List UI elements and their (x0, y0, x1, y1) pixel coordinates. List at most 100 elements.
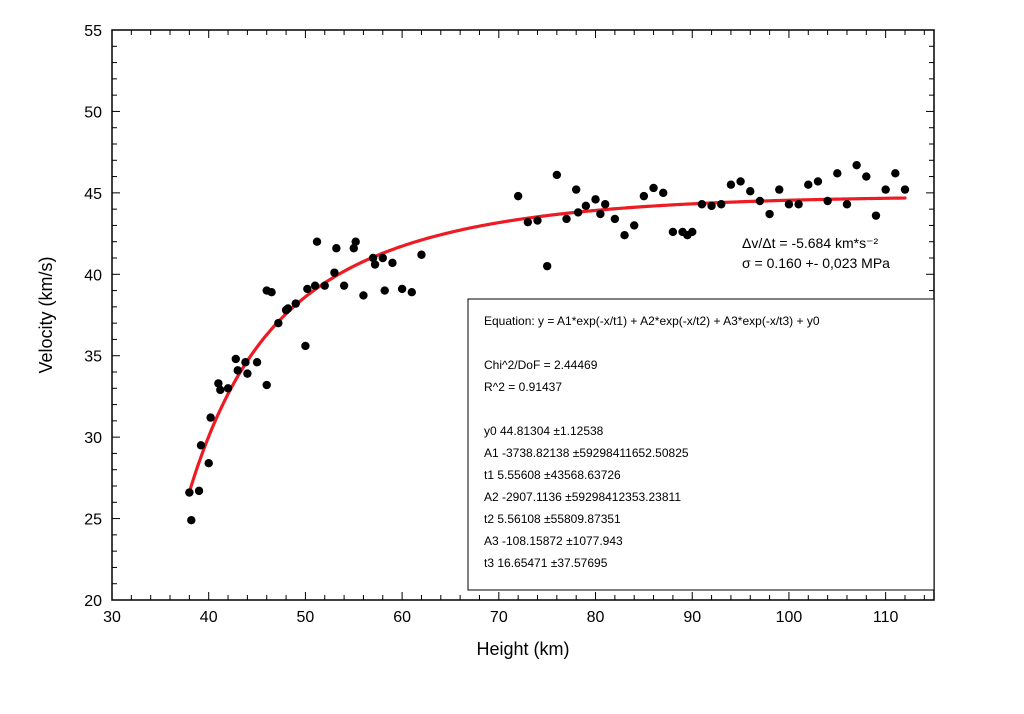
x-tick-label: 70 (490, 609, 508, 626)
data-point (303, 285, 311, 293)
data-point (659, 189, 667, 197)
data-point (649, 184, 657, 192)
data-point (234, 366, 242, 374)
data-point (205, 459, 213, 467)
annotation-text: σ = 0.160 +- 0,023 MPa (742, 255, 890, 271)
data-point (833, 169, 841, 177)
data-point (241, 358, 249, 366)
y-tick-label: 25 (84, 512, 102, 529)
data-point (371, 260, 379, 268)
x-tick-label: 80 (587, 609, 605, 626)
fit-results-line: A2 -2907.1136 ±59298412353.23811 (484, 490, 681, 504)
data-point (736, 177, 744, 185)
data-point (292, 299, 300, 307)
data-point (823, 197, 831, 205)
data-point (727, 181, 735, 189)
data-point (843, 200, 851, 208)
y-tick-label: 45 (84, 186, 102, 203)
data-point (574, 208, 582, 216)
data-point (417, 251, 425, 259)
data-point (717, 200, 725, 208)
x-tick-label: 90 (683, 609, 701, 626)
data-point (785, 200, 793, 208)
data-point (601, 200, 609, 208)
data-point (195, 487, 203, 495)
data-point (814, 177, 822, 185)
data-point (872, 211, 880, 219)
data-point (332, 244, 340, 252)
data-point (630, 221, 638, 229)
x-tick-label: 50 (297, 609, 315, 626)
data-point (591, 195, 599, 203)
data-point (688, 228, 696, 236)
y-tick-label: 50 (84, 104, 102, 121)
data-point (284, 304, 292, 312)
fit-results-line: A1 -3738.82138 ±59298411652.50825 (484, 446, 689, 460)
data-point (301, 342, 309, 350)
fit-results-line: A3 -108.15872 ±1077.943 (484, 534, 623, 548)
fit-results-line: t1 5.55608 ±43568.63726 (484, 468, 621, 482)
y-axis-label: Velocity (km/s) (36, 256, 56, 373)
annotation-text: Δv/Δt = -5.684 km*s⁻² (742, 235, 879, 251)
y-tick-label: 55 (84, 23, 102, 40)
data-point (321, 281, 329, 289)
data-point (351, 238, 359, 246)
data-point (698, 200, 706, 208)
data-point (330, 268, 338, 276)
fit-results-line: t2 5.56108 ±55809.87351 (484, 512, 621, 526)
data-point (852, 161, 860, 169)
data-point (756, 197, 764, 205)
data-point (398, 285, 406, 293)
data-point (311, 281, 319, 289)
fit-results-line: R^2 = 0.91437 (484, 380, 562, 394)
data-point (891, 169, 899, 177)
x-tick-label: 100 (776, 609, 803, 626)
data-point (514, 192, 522, 200)
data-point (243, 369, 251, 377)
data-point (379, 254, 387, 262)
data-point (224, 384, 232, 392)
data-point (640, 192, 648, 200)
data-point (611, 215, 619, 223)
data-point (313, 238, 321, 246)
x-tick-label: 110 (873, 609, 899, 626)
data-point (185, 488, 193, 496)
data-point (408, 288, 416, 296)
data-point (620, 231, 628, 239)
data-point (381, 286, 389, 294)
data-point (197, 441, 205, 449)
data-point (862, 172, 870, 180)
data-point (340, 281, 348, 289)
velocity-height-chart: 304050607080901001102025303540455055Heig… (0, 0, 1024, 714)
fit-results-line: Equation: y = A1*exp(-x/t1) + A2*exp(-x/… (484, 314, 820, 328)
data-point (901, 185, 909, 193)
data-point (232, 355, 240, 363)
data-point (524, 218, 532, 226)
data-point (187, 516, 195, 524)
data-point (553, 171, 561, 179)
fit-results-line: y0 44.81304 ±1.12538 (484, 424, 604, 438)
data-point (572, 185, 580, 193)
data-point (794, 200, 802, 208)
y-tick-label: 40 (84, 267, 102, 284)
data-point (533, 216, 541, 224)
data-point (804, 181, 812, 189)
x-axis-label: Height (km) (476, 639, 569, 659)
data-point (881, 185, 889, 193)
data-point (669, 228, 677, 236)
data-point (775, 185, 783, 193)
data-point (746, 187, 754, 195)
data-point (253, 358, 261, 366)
data-point (263, 381, 271, 389)
data-point (359, 291, 367, 299)
data-point (562, 215, 570, 223)
data-point (596, 210, 604, 218)
y-tick-label: 30 (84, 430, 102, 447)
fit-results-line: t3 16.65471 ±37.57695 (484, 556, 608, 570)
data-point (216, 386, 224, 394)
data-point (582, 202, 590, 210)
fit-results-line: Chi^2/DoF = 2.44469 (484, 358, 598, 372)
y-tick-label: 35 (84, 349, 102, 366)
x-tick-label: 40 (200, 609, 218, 626)
x-tick-label: 60 (393, 609, 411, 626)
